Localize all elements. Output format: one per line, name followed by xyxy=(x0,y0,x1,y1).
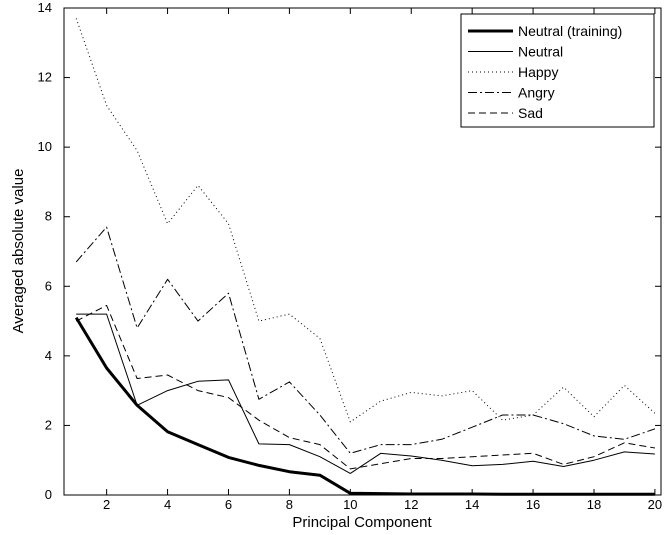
y-tick-label: 0 xyxy=(45,487,52,502)
y-tick-label: 10 xyxy=(38,139,52,154)
x-tick-label: 16 xyxy=(526,497,540,512)
y-axis-title: Averaged absolute value xyxy=(10,169,27,334)
y-tick-label: 8 xyxy=(45,209,52,224)
x-tick-label: 18 xyxy=(587,497,601,512)
x-tick-label: 6 xyxy=(225,497,232,512)
y-tick-label: 4 xyxy=(45,348,52,363)
x-axis-title: Principal Component xyxy=(292,514,432,531)
x-tick-label: 12 xyxy=(404,497,418,512)
y-axis: 0 2 4 6 8 10 12 14 xyxy=(38,0,661,502)
y-tick-label: 12 xyxy=(38,70,52,85)
legend-label: Sad xyxy=(518,105,543,121)
x-tick-label: 2 xyxy=(103,497,110,512)
series-line-neutral xyxy=(76,313,655,474)
y-tick-label: 6 xyxy=(45,278,52,293)
x-tick-label: 8 xyxy=(286,497,293,512)
x-axis: 2 4 6 8 10 12 14 16 18 20 xyxy=(103,8,662,512)
x-tick-label: 14 xyxy=(465,497,479,512)
x-tick-label: 10 xyxy=(343,497,357,512)
x-tick-label: 4 xyxy=(164,497,171,512)
series-line-sad xyxy=(75,304,655,470)
legend-box xyxy=(460,13,655,128)
y-tick-label: 2 xyxy=(45,417,52,432)
legend-label: Neutral xyxy=(518,44,563,60)
legend-label: Angry xyxy=(518,85,555,101)
legend: Neutral (training) Neutral Happy Angry Sad xyxy=(460,13,655,128)
legend-label: Neutral (training) xyxy=(518,23,622,39)
series-layer xyxy=(74,18,656,496)
x-tick-label: 20 xyxy=(648,497,662,512)
series-line-angry xyxy=(75,226,656,454)
series-line-neutral-training xyxy=(74,316,655,496)
y-tick-label: 14 xyxy=(38,0,52,15)
legend-label: Happy xyxy=(518,64,558,80)
